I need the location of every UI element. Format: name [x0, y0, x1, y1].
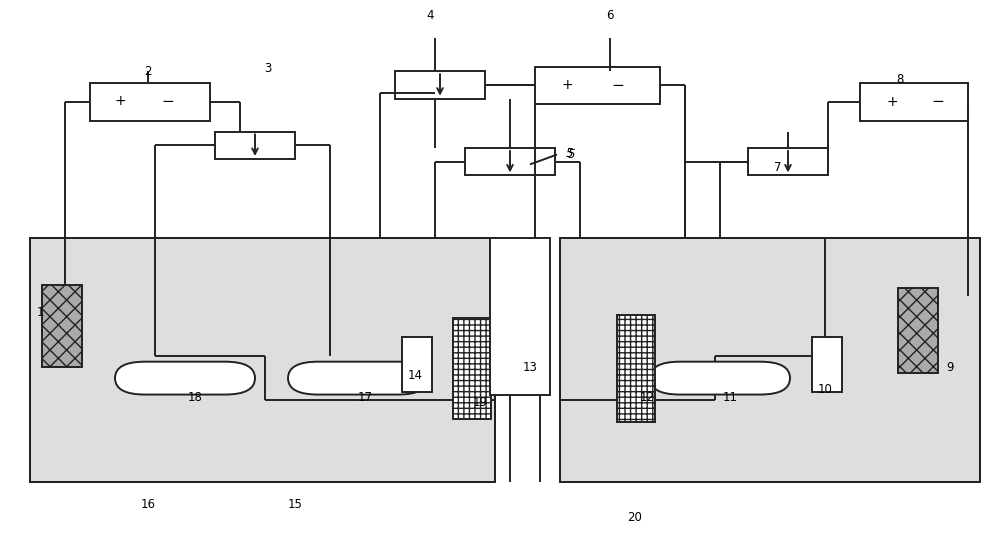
Text: +: +: [561, 78, 573, 93]
Text: 3: 3: [264, 62, 272, 75]
Text: 1: 1: [36, 306, 44, 319]
Bar: [617, 315, 655, 422]
Text: +: +: [114, 94, 126, 109]
FancyBboxPatch shape: [650, 362, 790, 395]
Text: 12: 12: [640, 391, 654, 404]
Bar: [560, 238, 980, 482]
FancyBboxPatch shape: [115, 362, 255, 395]
Text: 14: 14: [408, 369, 422, 382]
Text: 20: 20: [628, 511, 642, 524]
Bar: [812, 337, 842, 392]
Text: 8: 8: [896, 73, 904, 86]
Bar: [465, 148, 555, 175]
Text: 15: 15: [288, 498, 302, 511]
Bar: [490, 238, 550, 395]
Bar: [860, 83, 968, 121]
Text: 5: 5: [568, 148, 576, 161]
Text: +: +: [886, 95, 898, 109]
Text: 18: 18: [188, 391, 202, 404]
Bar: [748, 148, 828, 175]
FancyBboxPatch shape: [288, 362, 428, 395]
Bar: [395, 71, 485, 99]
Text: 16: 16: [140, 498, 156, 511]
Bar: [30, 238, 495, 482]
Text: 10: 10: [818, 383, 832, 396]
Text: −: −: [932, 94, 944, 110]
Text: 19: 19: [473, 396, 488, 409]
Text: 7: 7: [774, 161, 782, 174]
Bar: [402, 337, 432, 392]
Text: 2: 2: [144, 65, 152, 78]
Bar: [453, 318, 491, 419]
Text: 13: 13: [523, 361, 537, 374]
Text: 9: 9: [946, 361, 954, 374]
Text: 6: 6: [606, 9, 614, 22]
Text: −: −: [612, 78, 624, 93]
Text: 11: 11: [722, 391, 738, 404]
Text: 4: 4: [426, 9, 434, 22]
Bar: [215, 132, 295, 159]
Bar: [898, 288, 938, 373]
Text: −: −: [162, 94, 174, 109]
Text: 5: 5: [566, 147, 574, 160]
Bar: [90, 83, 210, 121]
Text: 17: 17: [358, 391, 372, 404]
Bar: [535, 67, 660, 104]
Bar: [42, 285, 82, 367]
